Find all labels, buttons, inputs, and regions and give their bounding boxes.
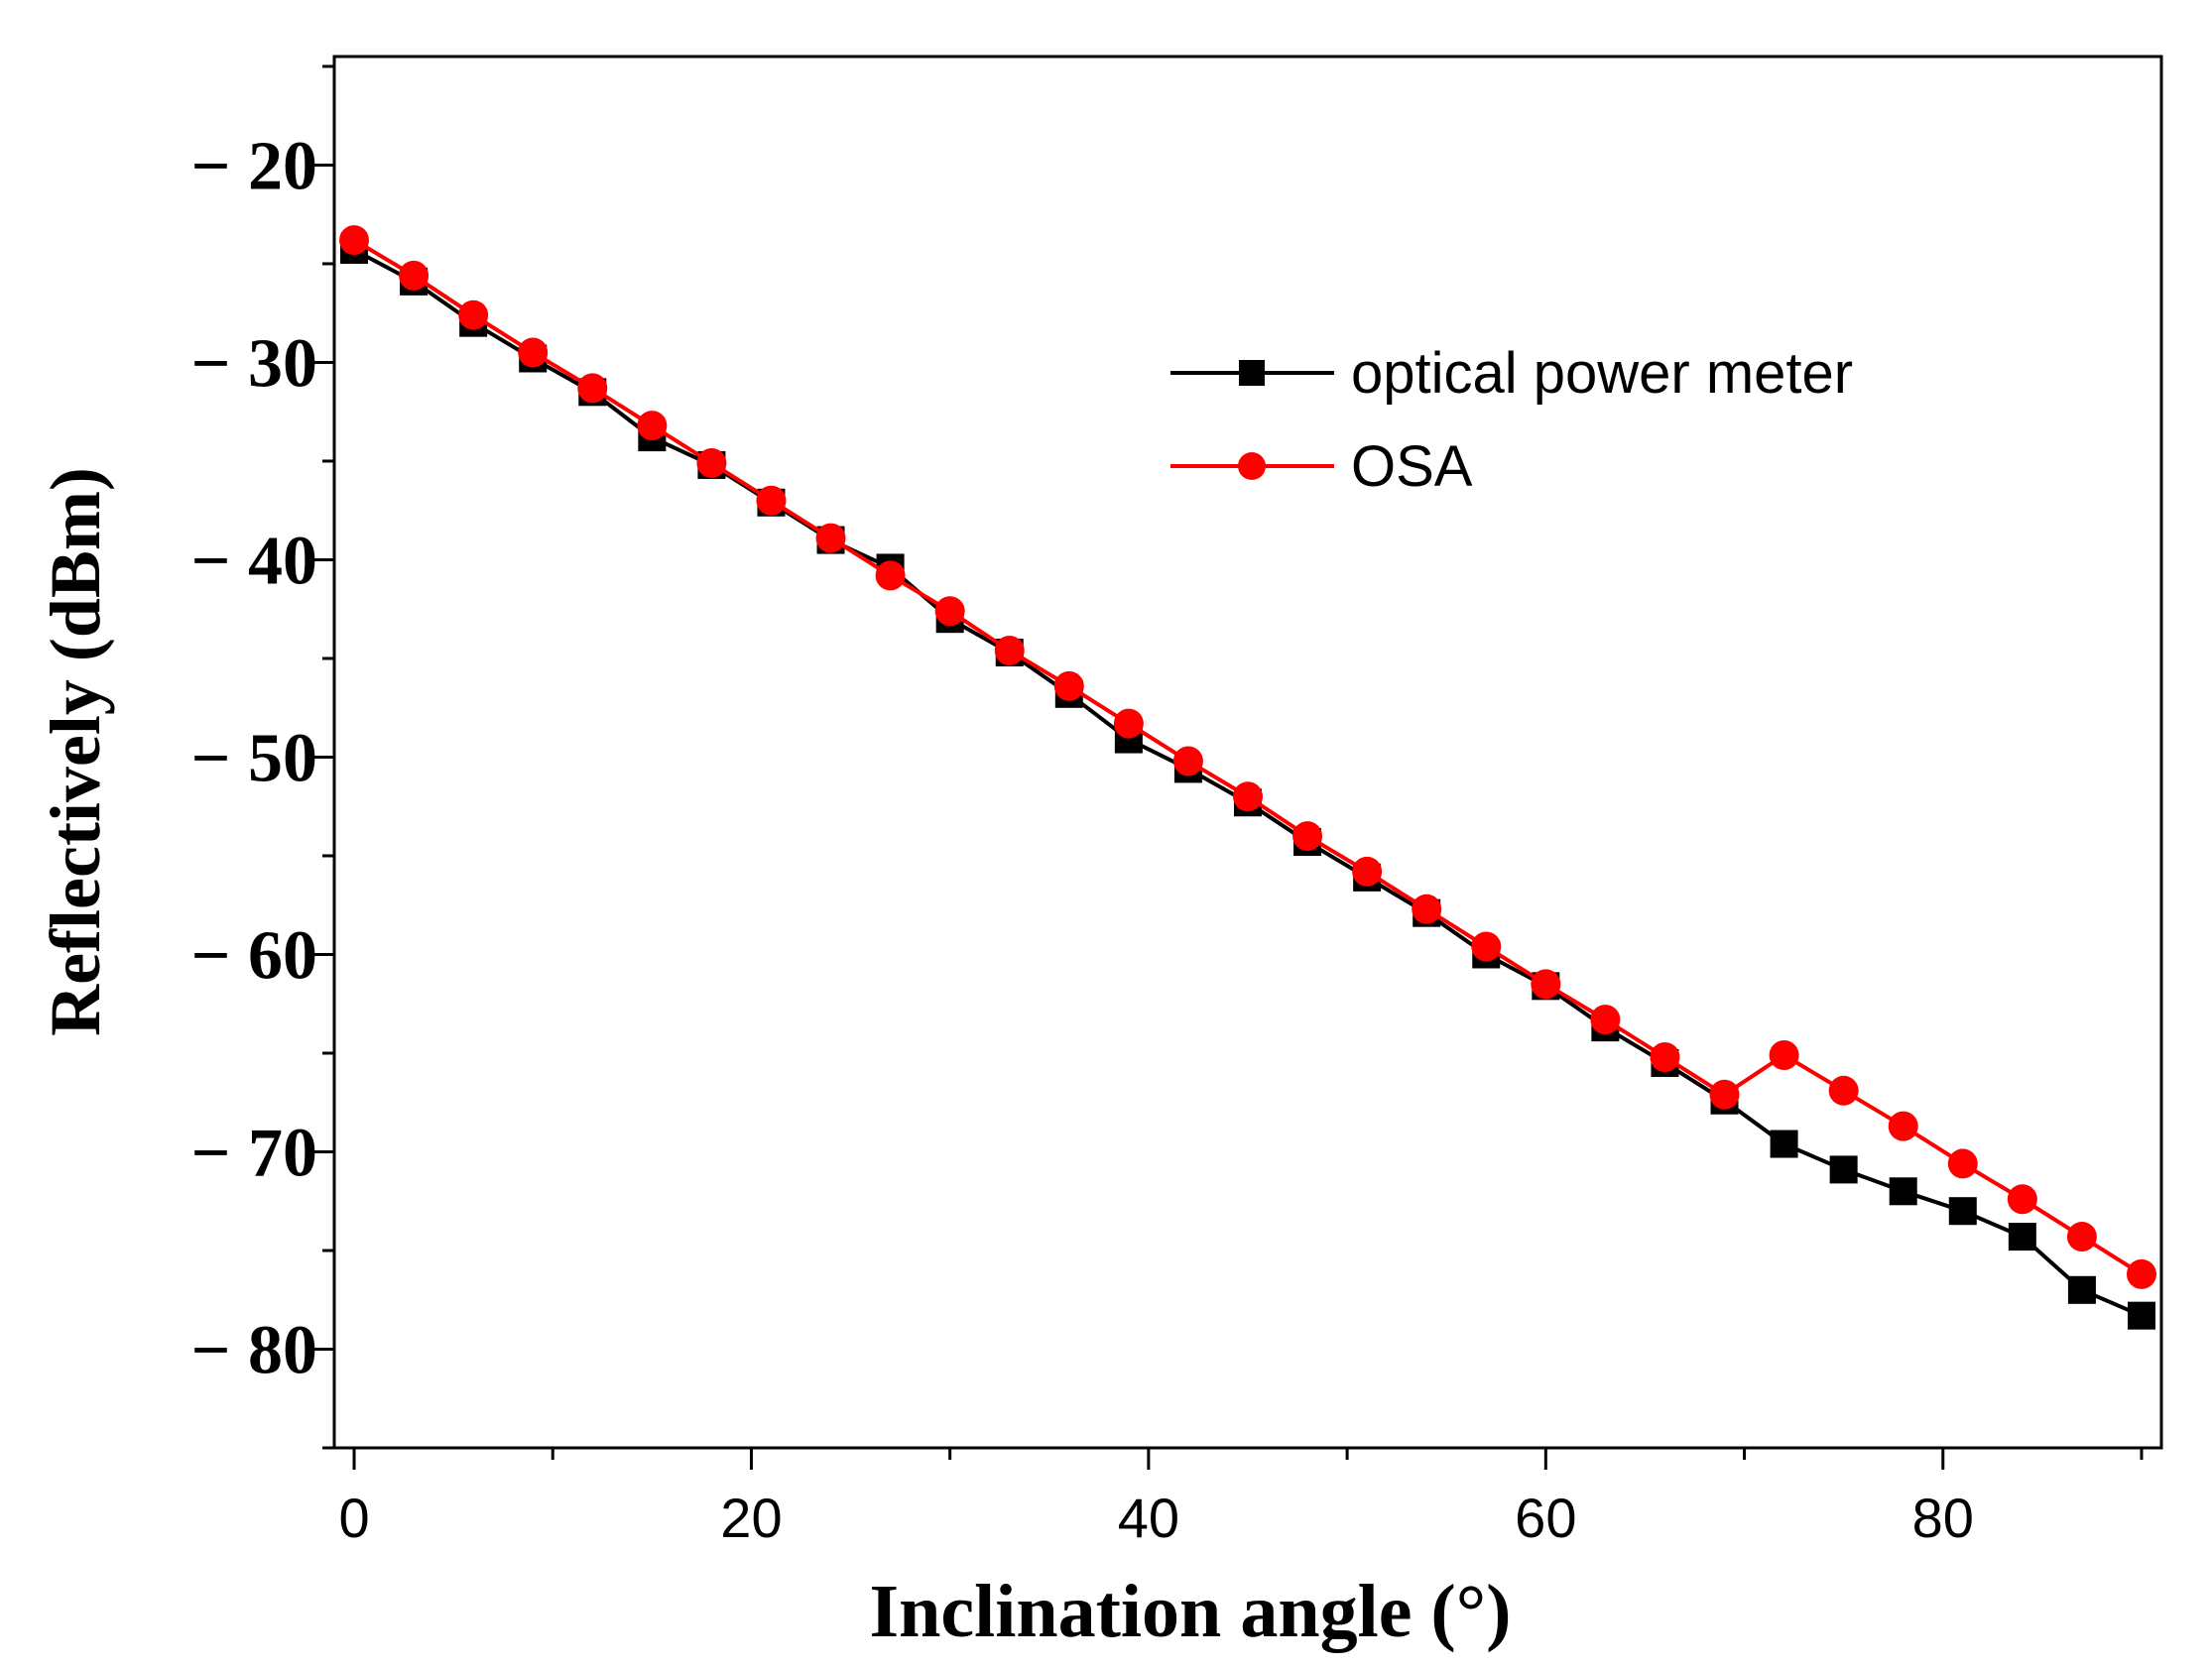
plot-border bbox=[332, 55, 2163, 1450]
point-osa-33 bbox=[994, 636, 1025, 666]
axis-tick-labels: 0 20 40 60 80 − 20 − 30 − 40 − 50 − 60 − 70 − 80 bbox=[191, 128, 1974, 1549]
y-tick-label-70: − 70 bbox=[191, 1115, 317, 1191]
point-osa-57 bbox=[1471, 931, 1502, 962]
point-osa-54 bbox=[1412, 894, 1442, 924]
point-osa-9 bbox=[518, 337, 549, 368]
x-tick-label-40: 40 bbox=[1118, 1487, 1179, 1549]
point-osa-39 bbox=[1113, 708, 1144, 739]
point-osa-78 bbox=[1888, 1111, 1918, 1141]
point-osa-45 bbox=[1233, 781, 1263, 812]
point-osa-15 bbox=[637, 411, 668, 441]
legend-marker-osa bbox=[1238, 452, 1266, 480]
point-osa-63 bbox=[1590, 1005, 1621, 1035]
y-tick-label-20: − 20 bbox=[191, 128, 317, 204]
point-optical-power-meter-87 bbox=[2067, 1275, 2096, 1304]
x-axis-label: Inclination angle (°) bbox=[870, 1570, 1512, 1653]
x-tick-label-0: 0 bbox=[338, 1487, 369, 1549]
y-tick-label-80: − 80 bbox=[191, 1312, 317, 1388]
legend: optical power meter OSA bbox=[1170, 341, 1853, 499]
y-axis-label: Reflectively (dBm) bbox=[36, 467, 115, 1036]
point-optical-power-meter-90 bbox=[2127, 1301, 2155, 1330]
point-osa-3 bbox=[399, 260, 430, 291]
point-osa-21 bbox=[756, 485, 787, 516]
point-osa-81 bbox=[1947, 1148, 1978, 1179]
point-osa-51 bbox=[1352, 856, 1383, 887]
point-osa-84 bbox=[2007, 1184, 2037, 1215]
point-osa-6 bbox=[458, 299, 489, 330]
legend-label-osa: OSA bbox=[1351, 434, 1473, 499]
point-osa-66 bbox=[1650, 1041, 1680, 1072]
y-tick-label-40: − 40 bbox=[191, 523, 317, 599]
y-tick-label-50: − 50 bbox=[191, 720, 317, 796]
point-osa-90 bbox=[2126, 1258, 2156, 1289]
point-osa-87 bbox=[2066, 1222, 2097, 1252]
point-osa-72 bbox=[1769, 1039, 1799, 1070]
point-osa-48 bbox=[1292, 821, 1323, 852]
x-tick-label-60: 60 bbox=[1515, 1487, 1576, 1549]
series-layer bbox=[339, 225, 2156, 1330]
point-osa-27 bbox=[875, 560, 906, 591]
point-osa-30 bbox=[934, 596, 965, 627]
point-osa-60 bbox=[1531, 969, 1561, 1000]
point-optical-power-meter-72 bbox=[1770, 1130, 1798, 1158]
point-osa-18 bbox=[696, 447, 727, 478]
axis-ticks bbox=[312, 64, 2144, 1470]
point-osa-36 bbox=[1053, 670, 1084, 701]
y-tick-label-60: − 60 bbox=[191, 917, 317, 994]
x-tick-label-20: 20 bbox=[720, 1487, 782, 1549]
plot-area bbox=[332, 55, 2163, 1450]
point-optical-power-meter-75 bbox=[1829, 1155, 1858, 1184]
series-osa bbox=[339, 225, 2156, 1289]
point-osa-12 bbox=[577, 373, 608, 404]
legend-marker-optical-power-meter bbox=[1239, 360, 1265, 386]
y-tick-label-30: − 30 bbox=[191, 325, 317, 402]
point-osa-0 bbox=[339, 225, 370, 256]
legend-label-optical-power-meter: optical power meter bbox=[1351, 341, 1853, 406]
point-optical-power-meter-78 bbox=[1889, 1177, 1917, 1206]
point-optical-power-meter-81 bbox=[1948, 1197, 1977, 1226]
x-tick-label-80: 80 bbox=[1912, 1487, 1974, 1549]
point-optical-power-meter-84 bbox=[2008, 1223, 2036, 1252]
point-osa-42 bbox=[1172, 746, 1203, 776]
point-osa-24 bbox=[815, 523, 846, 553]
point-osa-75 bbox=[1828, 1075, 1859, 1106]
point-osa-69 bbox=[1709, 1079, 1740, 1110]
